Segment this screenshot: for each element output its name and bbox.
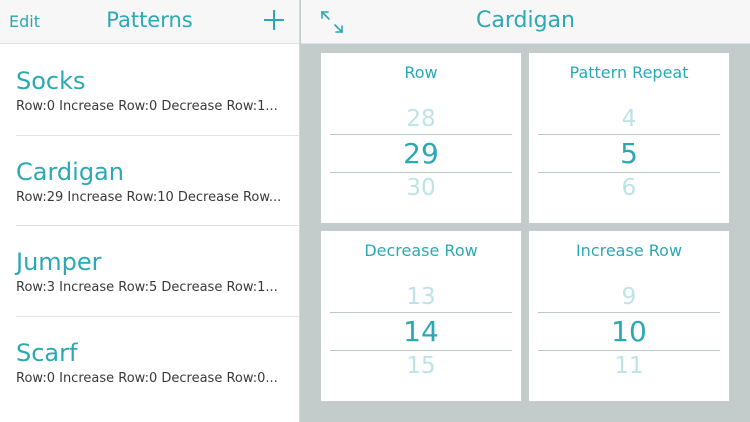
detail-header: Cardigan: [301, 0, 750, 44]
pattern-detail: Row:29 Increase Row:10 Decrease Row...: [16, 189, 282, 205]
expand-arrows-icon[interactable]: [320, 10, 344, 34]
picker-next-value: 15: [406, 353, 436, 379]
picker-divider: [538, 172, 720, 173]
picker-current-value: 29: [403, 137, 439, 170]
divider: [16, 134, 299, 136]
patterns-sidebar: Edit Patterns Socks Row:0 Increase Row:0…: [0, 0, 300, 422]
picker-next-value: 11: [614, 353, 644, 379]
picker-divider: [330, 172, 512, 173]
picker-divider: [330, 134, 512, 135]
counter-card-decrease-row: Decrease Row 13 14 15: [321, 231, 521, 401]
picker-divider: [330, 350, 512, 351]
list-item[interactable]: Cardigan Row:29 Increase Row:10 Decrease…: [0, 136, 299, 226]
counter-label: Pattern Repeat: [569, 63, 689, 82]
picker-prev-value: 4: [621, 106, 637, 132]
picker-divider: [330, 312, 512, 313]
pattern-list: Socks Row:0 Increase Row:0 Decrease Row:…: [0, 45, 299, 407]
pattern-name: Socks: [16, 67, 86, 95]
picker-current-value: 14: [403, 315, 439, 348]
plus-icon[interactable]: [264, 10, 284, 30]
picker-current-value: 5: [620, 137, 638, 170]
counter-card-row: Row 28 29 30: [321, 53, 521, 223]
list-item[interactable]: Socks Row:0 Increase Row:0 Decrease Row:…: [0, 45, 299, 136]
sidebar-title: Patterns: [106, 8, 193, 32]
pattern-detail: Row:3 Increase Row:5 Decrease Row:1...: [16, 280, 278, 295]
picker-current-value: 10: [611, 315, 647, 348]
pattern-name: Scarf: [16, 338, 78, 367]
counter-picker[interactable]: 4 5 6: [529, 101, 729, 215]
picker-prev-value: 13: [406, 284, 436, 310]
picker-prev-value: 28: [406, 106, 436, 132]
divider: [16, 225, 299, 226]
picker-divider: [538, 350, 720, 351]
picker-prev-value: 9: [621, 284, 637, 310]
edit-button[interactable]: Edit: [9, 12, 40, 31]
counter-label: Decrease Row: [364, 241, 478, 260]
pattern-detail: Row:0 Increase Row:0 Decrease Row:0...: [16, 370, 278, 386]
counter-picker[interactable]: 28 29 30: [321, 101, 521, 215]
pattern-detail: Row:0 Increase Row:0 Decrease Row:1...: [16, 99, 278, 114]
counter-label: Row: [404, 63, 438, 82]
counter-picker[interactable]: 13 14 15: [321, 279, 521, 393]
counter-picker[interactable]: 9 10 11: [529, 279, 729, 393]
list-item[interactable]: Jumper Row:3 Increase Row:5 Decrease Row…: [0, 226, 299, 317]
picker-divider: [538, 134, 720, 135]
pattern-name: Cardigan: [16, 157, 124, 186]
sidebar-header: Edit Patterns: [0, 0, 299, 44]
picker-next-value: 30: [406, 175, 436, 201]
pattern-name: Jumper: [16, 248, 102, 276]
counter-label: Increase Row: [575, 241, 683, 260]
picker-divider: [538, 312, 720, 313]
picker-next-value: 6: [621, 175, 637, 201]
counter-card-pattern-repeat: Pattern Repeat 4 5 6: [529, 53, 729, 223]
counter-card-increase-row: Increase Row 9 10 11: [529, 231, 729, 401]
list-item[interactable]: Scarf Row:0 Increase Row:0 Decrease Row:…: [0, 317, 299, 408]
divider: [16, 315, 299, 317]
page-title: Cardigan: [476, 8, 575, 33]
